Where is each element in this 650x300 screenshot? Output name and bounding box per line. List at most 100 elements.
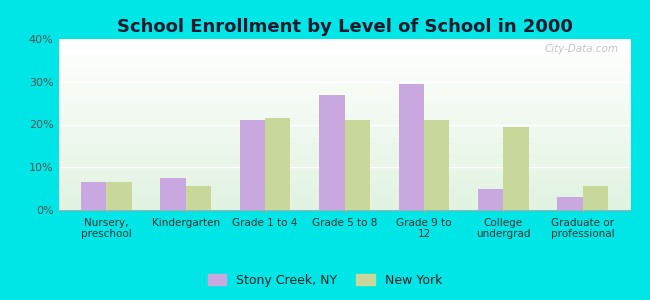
Bar: [58, 112, 630, 114]
Bar: [58, 121, 630, 123]
Bar: [58, 178, 630, 179]
Bar: [58, 150, 630, 152]
Bar: [58, 196, 630, 198]
Bar: [58, 85, 630, 87]
Bar: [58, 63, 630, 64]
Bar: [583, 187, 608, 210]
Bar: [58, 164, 630, 166]
Bar: [58, 87, 630, 88]
Bar: [58, 171, 630, 172]
Bar: [58, 195, 630, 196]
Bar: [558, 197, 583, 210]
Bar: [58, 188, 630, 190]
Bar: [58, 66, 630, 68]
Text: City-Data.com: City-Data.com: [545, 44, 619, 54]
Bar: [58, 44, 630, 46]
Bar: [58, 51, 630, 53]
Bar: [58, 47, 630, 49]
Bar: [58, 162, 630, 164]
Bar: [58, 94, 630, 95]
Bar: [58, 42, 630, 44]
Bar: [58, 76, 630, 78]
Bar: [58, 179, 630, 181]
Bar: [58, 148, 630, 150]
Title: School Enrollment by Level of School in 2000: School Enrollment by Level of School in …: [116, 18, 573, 36]
Bar: [186, 187, 211, 210]
Legend: Stony Creek, NY, New York: Stony Creek, NY, New York: [204, 270, 446, 291]
Bar: [58, 184, 630, 186]
Bar: [106, 182, 131, 210]
Bar: [58, 106, 630, 107]
Bar: [58, 205, 630, 207]
Bar: [58, 143, 630, 145]
Bar: [58, 131, 630, 133]
Bar: [58, 186, 630, 188]
Bar: [58, 190, 630, 191]
Bar: [58, 99, 630, 100]
Bar: [58, 123, 630, 124]
Bar: [58, 133, 630, 135]
Bar: [58, 159, 630, 161]
Bar: [58, 64, 630, 66]
Bar: [58, 172, 630, 174]
Bar: [160, 178, 186, 210]
Bar: [58, 83, 630, 85]
Bar: [58, 128, 630, 130]
Bar: [424, 120, 449, 210]
Bar: [58, 166, 630, 167]
Bar: [58, 135, 630, 137]
Bar: [58, 200, 630, 202]
Bar: [58, 208, 630, 210]
Bar: [58, 142, 630, 143]
Bar: [58, 100, 630, 102]
Bar: [58, 207, 630, 208]
Bar: [58, 92, 630, 94]
Bar: [58, 157, 630, 159]
Bar: [81, 182, 106, 210]
Bar: [58, 176, 630, 178]
Bar: [58, 152, 630, 154]
Bar: [58, 183, 630, 184]
Bar: [58, 54, 630, 56]
Bar: [58, 80, 630, 82]
Bar: [58, 145, 630, 147]
Bar: [58, 82, 630, 83]
Bar: [58, 107, 630, 109]
Bar: [58, 119, 630, 121]
Bar: [58, 111, 630, 112]
Bar: [58, 109, 630, 111]
Bar: [58, 140, 630, 142]
Bar: [503, 127, 529, 210]
Bar: [319, 94, 344, 210]
Bar: [58, 75, 630, 76]
Bar: [58, 78, 630, 80]
Bar: [58, 68, 630, 70]
Bar: [58, 193, 630, 195]
Bar: [58, 126, 630, 128]
Bar: [265, 118, 291, 210]
Bar: [58, 46, 630, 47]
Bar: [58, 39, 630, 41]
Bar: [344, 120, 370, 210]
Bar: [58, 73, 630, 75]
Bar: [58, 160, 630, 162]
Bar: [240, 120, 265, 210]
Bar: [58, 59, 630, 61]
Bar: [398, 84, 424, 210]
Bar: [58, 56, 630, 58]
Bar: [478, 189, 503, 210]
Bar: [58, 116, 630, 118]
Bar: [58, 191, 630, 193]
Bar: [58, 118, 630, 119]
Bar: [58, 41, 630, 42]
Bar: [58, 49, 630, 51]
Bar: [58, 88, 630, 90]
Bar: [58, 198, 630, 200]
Bar: [58, 97, 630, 99]
Bar: [58, 203, 630, 205]
Bar: [58, 155, 630, 157]
Bar: [58, 102, 630, 104]
Bar: [58, 174, 630, 176]
Bar: [58, 202, 630, 203]
Bar: [58, 167, 630, 169]
